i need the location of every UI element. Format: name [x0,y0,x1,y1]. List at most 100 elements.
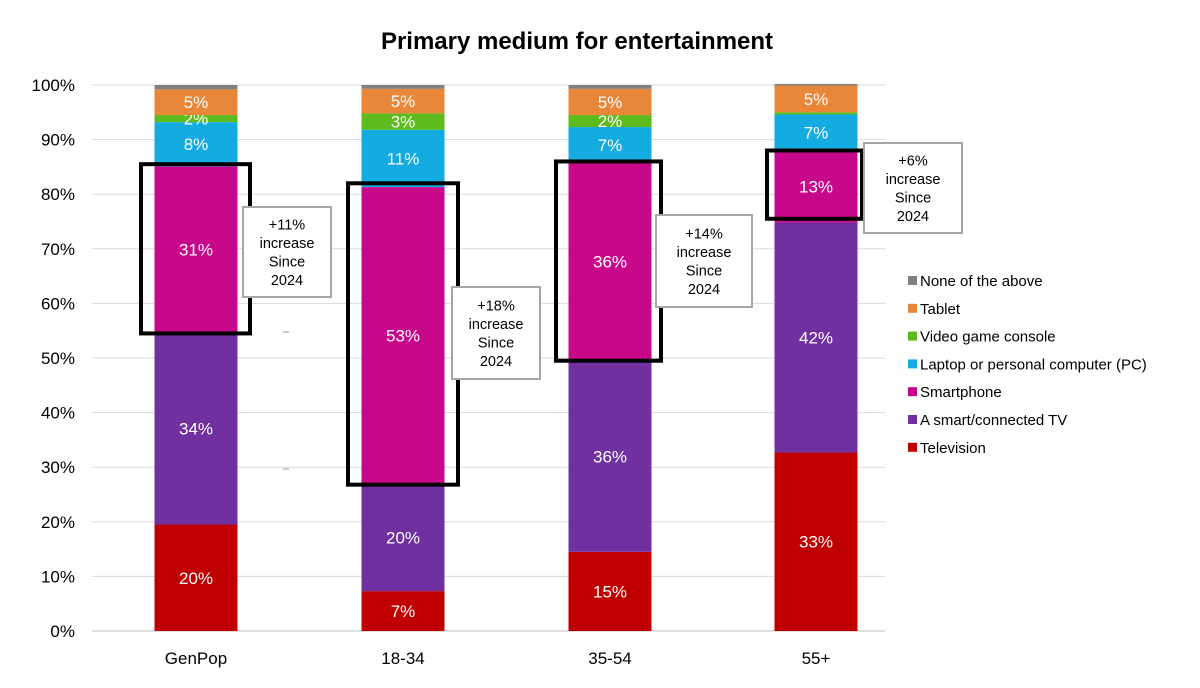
bar-segment [361,483,445,592]
bar-value-label: 5% [391,92,416,111]
bar-value-label: 20% [386,528,420,547]
callout-text: 2024 [271,273,303,289]
legend-label: A smart/connected TV [920,412,1067,429]
callout-text: increase [260,236,315,252]
callout-text: Since [269,254,305,270]
legend-swatch [908,359,917,369]
y-tick-label: 20% [41,513,75,532]
bar-segment [154,166,238,333]
bar-value-label: 13% [799,178,833,197]
y-tick-label: 40% [41,404,75,423]
y-tick-label: 90% [41,131,75,150]
chart-title: Primary medium for entertainment [381,28,773,55]
callout-text: +6% [898,153,928,169]
bar-segment [774,83,858,86]
callout-text: 2024 [480,354,512,370]
bar-segment [154,524,238,631]
bars: 20%34%31%8%2%5%7%20%53%11%3%5%15%36%36%7… [154,83,858,631]
bar-value-label: 5% [804,90,829,109]
callout-text: Since [895,190,931,206]
bar-value-label: 7% [598,136,623,155]
bar-value-label: 33% [799,533,833,552]
y-tick-label: 100% [32,76,75,95]
bar-segment [774,222,858,453]
x-tick-label: 55+ [802,649,831,668]
x-tick-label: GenPop [165,649,227,668]
bar-value-label: 20% [179,569,213,588]
bar-segment [361,113,445,130]
legend-label: Television [920,440,986,457]
bar-value-label: 53% [386,326,420,345]
bar-value-label: 7% [804,124,829,143]
bar-segment [774,112,858,115]
callout-text: Since [478,335,514,351]
callout-box [655,214,753,308]
legend-label: Smartphone [920,384,1002,401]
bar-segment [361,187,445,484]
callout-text: +18% [477,298,515,314]
legend-swatch [908,303,917,313]
callout-text: Since [686,263,722,279]
bar-segment [154,122,238,167]
bar-segment [154,332,238,525]
bar-value-label: 8% [184,135,209,154]
bar-segment [361,88,445,114]
callout-text: increase [677,245,732,261]
legend: None of the above Tablet Video game consol… [908,273,1147,457]
bar-segment [154,85,238,90]
bar-segment [568,162,652,361]
legend-label: Video game console [920,329,1056,346]
bar-value-label: 11% [387,149,420,168]
bar-value-label: 36% [593,253,627,272]
callout-text: increase [469,317,524,333]
bar-segment [568,127,652,163]
bar-segment [361,591,445,631]
bar-segment [154,115,238,123]
y-tick-label: 70% [41,240,75,259]
callout-text: +14% [685,226,723,242]
callouts: +11% increase Since 2024 +18% increase Since 20… [139,142,963,487]
bar-value-label: 5% [184,93,209,112]
bar-segment [568,85,652,89]
y-tick-label: 10% [41,567,75,586]
bar-segment [568,115,652,128]
y-tick-label: 30% [41,458,75,477]
y-tick-label: 0% [50,622,75,641]
bar-segment [361,85,445,89]
x-tick-label: 18-34 [381,649,424,668]
bar-value-label: 34% [179,419,213,438]
bar-value-label: 5% [598,93,623,112]
bar-value-label: 15% [593,582,627,601]
y-tick-label: 60% [41,294,75,313]
bar-value-label: 7% [391,602,416,621]
bar-segment [774,150,858,223]
legend-swatch [908,415,917,424]
callout-box [242,206,332,298]
bar-segment [774,114,858,151]
callout-text: 2024 [897,209,929,225]
legend-label: Tablet [920,301,961,318]
legend-label: None of the above [920,273,1043,290]
legend-swatch [908,276,917,285]
bar-segment [154,89,238,116]
bar-segment [774,452,858,631]
bar-segment [774,85,858,113]
y-tick-label: 80% [41,185,75,204]
highlight-box [765,148,864,221]
bar-segment [568,88,652,116]
bar-value-label: 3% [391,113,416,132]
callout-text: +11% [269,217,306,233]
legend-label: Laptop or personal computer (PC) [920,356,1147,373]
callout-box [863,142,963,234]
legend-swatch [908,442,917,452]
legend-swatch [908,331,917,341]
callout-text: 2024 [688,282,720,298]
legend-swatch [908,387,917,397]
bar-segment [568,551,652,631]
axes: 0% 10% 20% 30% 40% 50% 60% 70% 80% 90% 100% GenPop 1… [32,76,885,668]
bar-value-label: 36% [593,447,627,466]
bar-value-label: 31% [179,240,213,259]
x-tick-label: 35-54 [588,649,631,668]
bar-value-label: 2% [598,112,623,131]
